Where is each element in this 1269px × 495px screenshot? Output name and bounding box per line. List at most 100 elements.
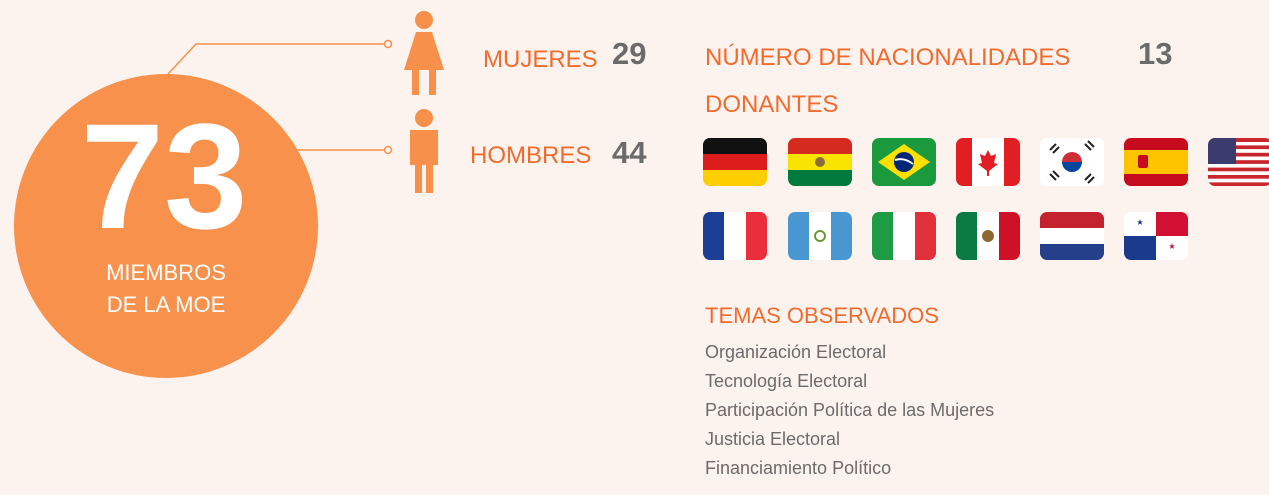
flag-guatemala-part-part	[788, 212, 809, 260]
flag-usa-part-part-part	[1208, 167, 1269, 172]
flag-france-part-part	[703, 212, 724, 260]
flag-spain-part-part	[1124, 150, 1188, 174]
flag-korea-part-part	[1062, 162, 1082, 172]
flag-usa-part-part-part	[1208, 145, 1269, 150]
donors-title: DONANTES	[705, 91, 838, 118]
flag-usa-part-part-part	[1208, 160, 1269, 164]
flag-korea-part-part-part	[1084, 173, 1092, 181]
flag-panama	[1124, 212, 1188, 260]
flag-usa-part-part	[1208, 138, 1236, 164]
flag-spain	[1124, 138, 1188, 186]
total-circle	[14, 74, 318, 378]
man-icon	[410, 109, 438, 193]
total-line: MIEMBROS	[106, 260, 226, 285]
gender-value: 29	[612, 36, 646, 71]
connector-dot	[383, 39, 393, 49]
flag-korea	[1040, 138, 1104, 186]
flag-korea-part-part-part	[1087, 140, 1095, 148]
flag-usa-part	[1208, 138, 1269, 186]
flag-usa-part-part-part	[1208, 152, 1269, 157]
flag-netherlands-part-part	[1040, 244, 1104, 260]
topic-item: Financiamiento Político	[705, 458, 891, 478]
topic-item: Organización Electoral	[705, 342, 886, 362]
flag-brazil-part-part	[894, 158, 914, 165]
flag-mexico-part-part	[956, 212, 977, 260]
flag-germany	[703, 138, 767, 186]
flag-germany-part-part	[703, 138, 767, 154]
flag-korea-part	[1040, 138, 1104, 186]
flag-korea-part-part	[1049, 140, 1095, 184]
topic-item: Participación Política de las Mujeres	[705, 400, 994, 420]
total-line: DE LA MOE	[107, 292, 226, 317]
flag-mexico	[956, 212, 1020, 260]
flag-canada-part-part	[1004, 138, 1020, 186]
flag-italy-part	[872, 212, 936, 260]
flag-brazil	[872, 138, 936, 186]
woman-icon-part	[415, 11, 433, 29]
flag-bolivia-part-part	[788, 170, 852, 186]
flag-panama-part-part	[1124, 236, 1156, 260]
flag-italy-part-part	[915, 212, 936, 260]
man-icon-part	[415, 109, 433, 127]
topic-item: Tecnología Electoral	[705, 371, 867, 391]
flag-mexico-part	[956, 212, 1020, 260]
flag-netherlands	[1040, 212, 1104, 260]
flag-netherlands-part-part	[1040, 212, 1104, 228]
flag-netherlands-part	[1040, 212, 1104, 260]
flag-usa-part-part-part	[1208, 138, 1269, 142]
gender-label: MUJERES	[483, 46, 598, 73]
flag-bolivia-part-part	[788, 138, 852, 154]
gender-value: 44	[612, 135, 647, 170]
flag-netherlands-part-part	[1040, 228, 1104, 244]
flag-panama-part-part	[1169, 243, 1175, 249]
flag-brazil-part	[872, 138, 936, 186]
topics-list: Organización Electoral Tecnología Elector…	[705, 342, 994, 478]
flag-usa	[1208, 138, 1269, 186]
flag-france-part	[703, 212, 767, 260]
flag-canada-part-part	[956, 138, 972, 186]
flag-germany-part-part	[703, 154, 767, 170]
flag-bolivia-part-part	[815, 157, 825, 167]
flag-korea-part-part-part	[1052, 170, 1060, 178]
gender-label: HOMBRES	[470, 142, 591, 169]
flag-guatemala-part-part	[831, 212, 852, 260]
flag-usa-part-part-part	[1208, 175, 1269, 179]
flag-korea-part-part-part	[1052, 146, 1060, 154]
flag-guatemala-part	[788, 212, 852, 260]
flag-mexico-part-part	[999, 212, 1020, 260]
flag-germany-part-part	[703, 170, 767, 186]
flag-france-part-part	[746, 212, 767, 260]
flag-panama-part-part	[1156, 212, 1188, 236]
flag-guatemala-part-part	[814, 230, 826, 242]
flag-korea-part-part-part	[1049, 173, 1057, 181]
flag-italy-part-part	[872, 212, 893, 260]
topic-item: Justicia Electoral	[705, 429, 840, 449]
flag-brazil-part-part	[894, 152, 914, 172]
total-value: 73	[81, 92, 248, 260]
man-icon-part	[410, 130, 438, 193]
flag-canada	[956, 138, 1020, 186]
flag-korea-part-part	[1062, 152, 1082, 162]
flag-panama-part-part	[1137, 219, 1143, 225]
topics-title: TEMAS OBSERVADOS	[705, 303, 939, 328]
flag-germany-part	[703, 138, 767, 186]
nationalities-value: 13	[1138, 36, 1172, 71]
nationalities-label: NÚMERO DE NACIONALIDADES	[705, 44, 1070, 71]
flag-usa-part-part-part	[1208, 182, 1269, 186]
flag-korea-part-part-part	[1087, 176, 1095, 184]
flag-korea-part-part-part	[1084, 143, 1092, 151]
flag-mexico-part-part	[982, 230, 994, 242]
flag-canada-part	[956, 138, 1020, 186]
flag-spain-part	[1124, 138, 1188, 186]
flag-panama-part	[1124, 212, 1188, 260]
connector	[167, 43, 385, 75]
flag-guatemala	[788, 212, 852, 260]
flag-bolivia-part	[788, 138, 852, 186]
flag-italy	[872, 212, 936, 260]
woman-icon	[404, 11, 444, 95]
woman-icon-part	[404, 32, 444, 95]
flag-korea-part-part-part	[1049, 143, 1057, 151]
flag-canada-part-part	[978, 150, 998, 176]
